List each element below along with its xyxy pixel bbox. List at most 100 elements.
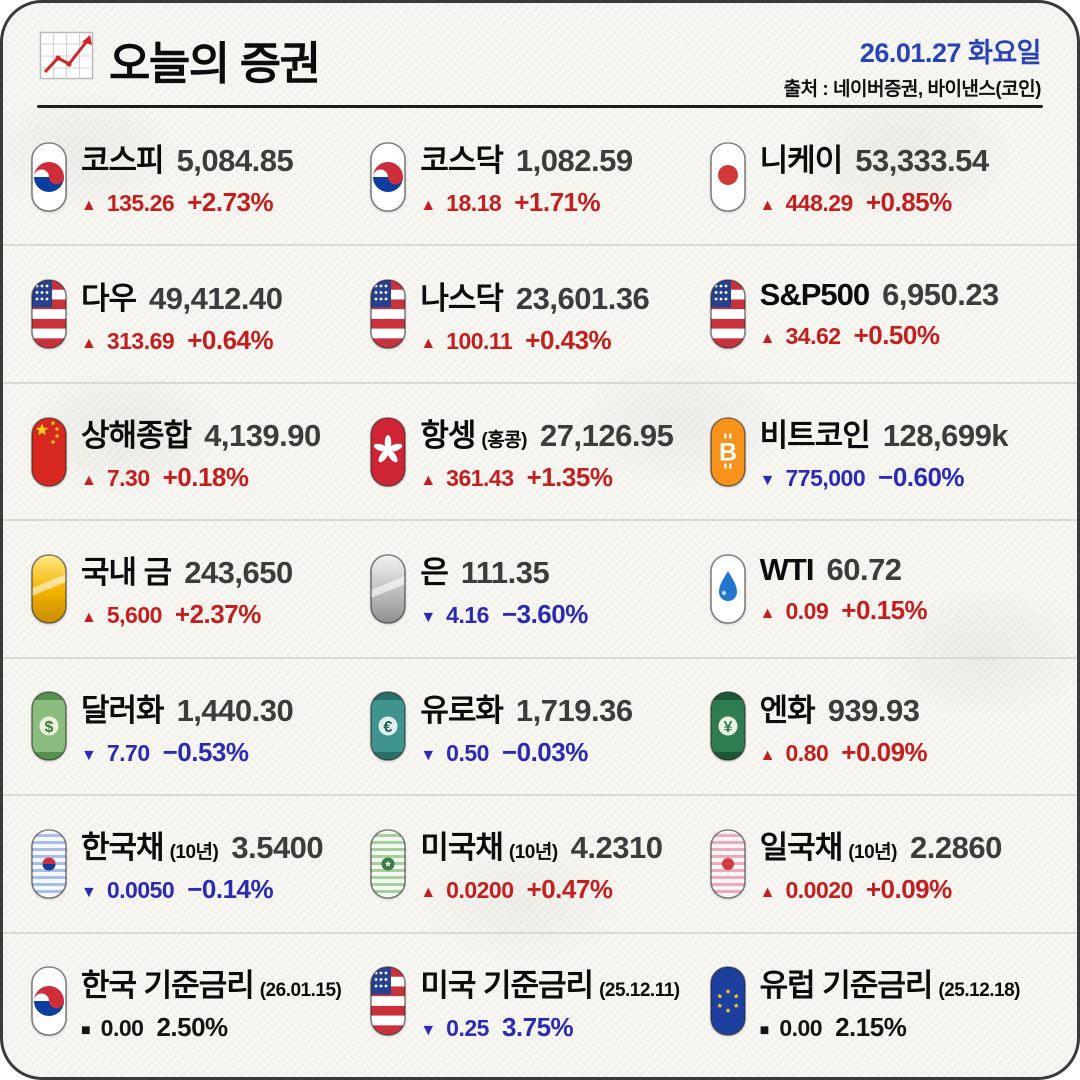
change-value: 7.70 [106,739,150,766]
us-flag-icon [370,966,407,1037]
market-item: 한국채 (10년) 3.5400 ▼ 0.0050 −0.14% [31,822,370,905]
header: 오늘의 증권 26.01.27 화요일 출처 : 네이버증권, 바이낸스(코인) [39,27,1042,101]
market-item: 미국 기준금리 (25.12.11) ▼ 0.25 3.75% [370,960,709,1043]
instrument-value: 243,650 [184,555,293,591]
change-value: 0.0200 [446,877,514,904]
market-row: 한국 기준금리 (26.01.15) ■ 0.00 2.50% 미국 기준금리 (25.12… [3,931,1077,1069]
bond-kr-flag-icon [31,829,67,899]
item-line1: 미국 기준금리 (25.12.11) [420,960,680,1005]
change-percent: +0.09% [865,874,952,905]
item-line1: 한국채 (10년) 3.5400 [81,822,324,867]
change-value: 5,600 [106,602,163,629]
header-meta: 26.01.27 화요일 출처 : 네이버증권, 바이낸스(코인) [783,31,1042,101]
item-info: 엔화 939.93 ▲ 0.80 +0.09% [760,685,928,768]
instrument-value: 4.2310 [570,830,663,866]
change-value: 4.16 [446,602,489,629]
item-change-line: ▲ 135.26 +2.73% [81,187,293,218]
svg-text:B: B [719,438,737,466]
market-item: 코스피 5,084.85 ▲ 135.26 +2.73% [31,135,370,218]
change-arrow-icon: ▲ [81,197,97,215]
source-label: 출처 : 네이버증권, 바이낸스(코인) [783,79,1042,100]
instrument-name: 상해종합 [81,418,192,454]
change-percent: +0.43% [525,324,612,355]
change-arrow-icon: ▲ [420,197,437,215]
market-item: WTI 60.72 ▲ 0.09 +0.15% [709,552,1049,626]
instrument-name: 엔화 [759,692,816,728]
instrument-value: 2.2860 [910,830,1002,866]
bond-us-flag-icon [370,829,407,899]
change-value: 0.50 [446,739,489,766]
instrument-value: 1,082.59 [515,143,633,179]
change-value: 313.69 [106,327,175,354]
item-line1: S&P500 6,950.23 [760,277,1000,313]
market-row: $ 달러화 1,440.30 ▼ 7.70 −0.53% € 유로화 1,719.36 ▼ 0.50… [3,656,1077,794]
item-change-line: ▲ 0.0200 +0.47% [420,874,662,905]
instrument-suffix: (10년) [508,842,558,864]
instrument-value: 1,719.36 [515,692,633,728]
change-arrow-icon: ▼ [420,609,437,627]
jp-flag-icon [709,141,746,212]
change-arrow-icon: ▲ [759,330,776,348]
market-item: 상해종합 4,139.90 ▲ 7.30 +0.18% [31,410,370,493]
change-percent: +2.73% [187,187,274,218]
change-percent: −0.60% [878,462,965,493]
market-item: ¥ 엔화 939.93 ▲ 0.80 +0.09% [709,685,1049,768]
item-info: 국내 금 243,650 ▲ 5,600 +2.37% [81,547,293,630]
eur-flag-icon: € [370,691,407,762]
item-change-line: ▲ 0.0020 +0.09% [760,874,1002,905]
us-flag-icon [709,279,746,349]
change-value: 100.11 [446,327,513,354]
market-item: 나스닥 23,601.36 ▲ 100.11 +0.43% [370,273,709,356]
item-line1: 일국채 (10년) 2.2860 [760,822,1003,867]
item-info: 은 111.35 ▼ 4.16 −3.60% [420,547,588,630]
instrument-name: 달러화 [81,692,165,728]
brand: 오늘의 증권 [39,27,321,92]
market-row: 국내 금 243,650 ▲ 5,600 +2.37% 은 111.35 ▼ 4.16 −3.60… [3,519,1077,656]
change-percent: +0.15% [841,594,928,625]
change-arrow-icon: ▲ [81,334,97,352]
change-arrow-icon: ▼ [759,472,776,490]
change-percent: +1.71% [514,187,601,218]
instrument-name: 코스피 [81,143,165,179]
market-item: 다우 49,412.40 ▲ 313.69 +0.64% [31,273,370,356]
item-change-line: ▲ 34.62 +0.50% [760,320,999,351]
market-row: 다우 49,412.40 ▲ 313.69 +0.64% 나스닥 23,601.36 ▲ 100… [3,244,1077,381]
wti-flag-icon [709,554,746,624]
silver-flag-icon [370,554,407,624]
change-value: 0.00 [779,1014,823,1041]
page-title: 오늘의 증권 [109,38,321,89]
item-line1: 미국채 (10년) 4.2310 [420,822,663,867]
us-flag-icon [31,279,67,349]
item-change-line: ▲ 0.80 +0.09% [760,737,928,768]
change-value: 0.0020 [785,877,854,904]
item-change-line: ■ 0.00 2.15% [760,1012,1020,1043]
item-info: WTI 60.72 ▲ 0.09 +0.15% [760,552,928,626]
item-line1: 다우 49,412.40 [81,273,283,318]
item-line1: 코스피 5,084.85 [81,135,294,180]
change-value: 361.43 [446,465,514,492]
item-info: 한국 기준금리 (26.01.15) ■ 0.00 2.50% [81,960,342,1043]
change-value: 7.30 [106,465,150,492]
item-info: 다우 49,412.40 ▲ 313.69 +0.64% [81,273,283,356]
instrument-value: 128,699k [882,418,1009,454]
change-arrow-icon: ■ [81,1021,91,1039]
item-info: 코스피 5,084.85 ▲ 135.26 +2.73% [81,135,294,218]
change-arrow-icon: ▲ [759,604,776,622]
kr-flag-icon [31,141,67,212]
market-item: 국내 금 243,650 ▲ 5,600 +2.37% [31,547,370,630]
item-line1: 나스닥 23,601.36 [420,273,649,318]
instrument-name: 미국채 [420,830,504,866]
item-info: 미국 기준금리 (25.12.11) ▼ 0.25 3.75% [420,960,680,1043]
item-change-line: ▲ 448.29 +0.85% [760,187,989,218]
change-value: 0.25 [446,1014,489,1041]
market-item: 미국채 (10년) 4.2310 ▲ 0.0200 +0.47% [370,822,709,905]
market-row: 한국채 (10년) 3.5400 ▼ 0.0050 −0.14% 미국채 (10년) 4.231… [3,794,1077,931]
item-line1: 비트코인 128,699k [760,410,1009,455]
svg-text:$: $ [45,719,54,736]
item-line1: WTI 60.72 [760,552,928,588]
instrument-value: 49,412.40 [149,280,283,316]
market-grid: 코스피 5,084.85 ▲ 135.26 +2.73% 코스닥 1,082.59 ▲ 18.1… [3,109,1077,1069]
eu-flag-icon [709,966,746,1037]
instrument-name: 국내 금 [81,555,172,591]
change-percent: +2.37% [174,599,261,630]
